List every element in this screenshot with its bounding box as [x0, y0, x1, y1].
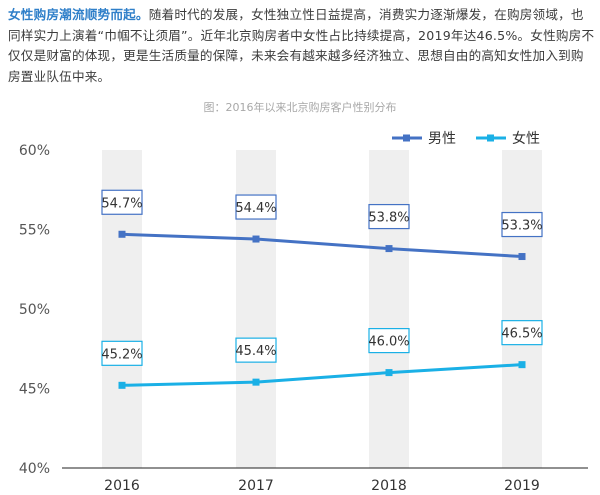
y-tick-label: 40% — [19, 461, 50, 477]
y-axis: 40% 45% 50% 55% 60% — [19, 143, 50, 477]
data-label-text: 54.4% — [235, 201, 276, 216]
data-point-male — [118, 230, 126, 238]
x-tick-label: 2019 — [504, 478, 540, 494]
data-labels: 54.7% 54.4% 53.8% 53.3% 45.2% 45.4% 46.0% 46.5% — [101, 189, 543, 366]
data-label-female: 45.4% — [235, 337, 277, 363]
legend-swatch-marker — [487, 134, 494, 142]
x-axis: 2016 2017 2018 2019 — [104, 478, 540, 494]
y-tick-label: 45% — [19, 382, 50, 398]
data-label-box — [235, 194, 277, 220]
legend-label: 女性 — [512, 130, 540, 147]
data-label-box — [368, 328, 410, 354]
legend-swatch-marker — [403, 134, 410, 142]
series-line-male — [121, 232, 523, 259]
data-label-box — [101, 340, 143, 366]
data-label-box — [501, 320, 543, 346]
data-label-male: 54.7% — [101, 189, 143, 215]
data-label-text: 54.7% — [101, 196, 142, 211]
data-point-male — [252, 235, 260, 243]
x-tick-label: 2018 — [371, 478, 407, 494]
category-band-2019 — [502, 150, 542, 468]
data-label-text: 53.3% — [501, 219, 542, 234]
data-label-female: 46.5% — [501, 320, 543, 346]
data-label-box — [101, 189, 143, 215]
data-label-box — [235, 337, 277, 363]
category-bands — [102, 150, 542, 468]
x-tick-label: 2016 — [104, 478, 140, 494]
y-tick-label: 55% — [19, 223, 50, 239]
data-point-female — [385, 369, 393, 377]
legend-item-male: 男性 — [392, 131, 456, 147]
data-label-text: 45.2% — [101, 347, 142, 362]
data-point-male — [518, 253, 526, 261]
data-label-female: 46.0% — [368, 328, 410, 354]
chart-caption: 图：2016年以来北京购房客户性别分布 — [203, 101, 397, 114]
data-label-male: 53.3% — [501, 211, 543, 238]
data-label-text: 46.5% — [501, 327, 542, 342]
data-label-female: 45.2% — [101, 340, 143, 366]
intro-paragraph: 女性购房潮流顺势而起。随着时代的发展，女性独立性日益提高，消费实力逐渐爆发，在购… — [8, 5, 596, 87]
series-line-female — [121, 363, 523, 387]
x-tick-label: 2017 — [238, 478, 274, 494]
data-point-male — [385, 245, 393, 253]
data-label-text: 53.8% — [368, 211, 409, 226]
category-band-2018 — [369, 150, 409, 468]
data-label-text: 45.4% — [235, 344, 276, 359]
data-point-female — [252, 378, 260, 386]
data-point-female — [518, 361, 526, 369]
legend: 男性 女性 — [392, 130, 540, 147]
legend-item-female: 女性 — [476, 130, 540, 147]
legend-label: 男性 — [428, 131, 456, 147]
data-label-box — [501, 211, 543, 238]
intro-lead: 女性购房潮流顺势而起。 — [8, 7, 149, 22]
y-tick-label: 60% — [19, 143, 50, 159]
data-label-text: 46.0% — [368, 335, 409, 350]
series-lines — [118, 230, 526, 389]
line-chart: 40% 45% 50% 55% 60% 2016 2017 2018 2019 男性 女性 54… — [19, 130, 588, 494]
data-label-box — [368, 203, 410, 230]
data-point-female — [118, 381, 126, 389]
data-label-male: 54.4% — [235, 194, 277, 220]
y-tick-label: 50% — [19, 302, 50, 318]
data-label-male: 53.8% — [368, 203, 410, 230]
intro-body: 随着时代的发展，女性独立性日益提高，消费实力逐渐爆发，在购房领域，也同样实力上演… — [8, 7, 595, 84]
